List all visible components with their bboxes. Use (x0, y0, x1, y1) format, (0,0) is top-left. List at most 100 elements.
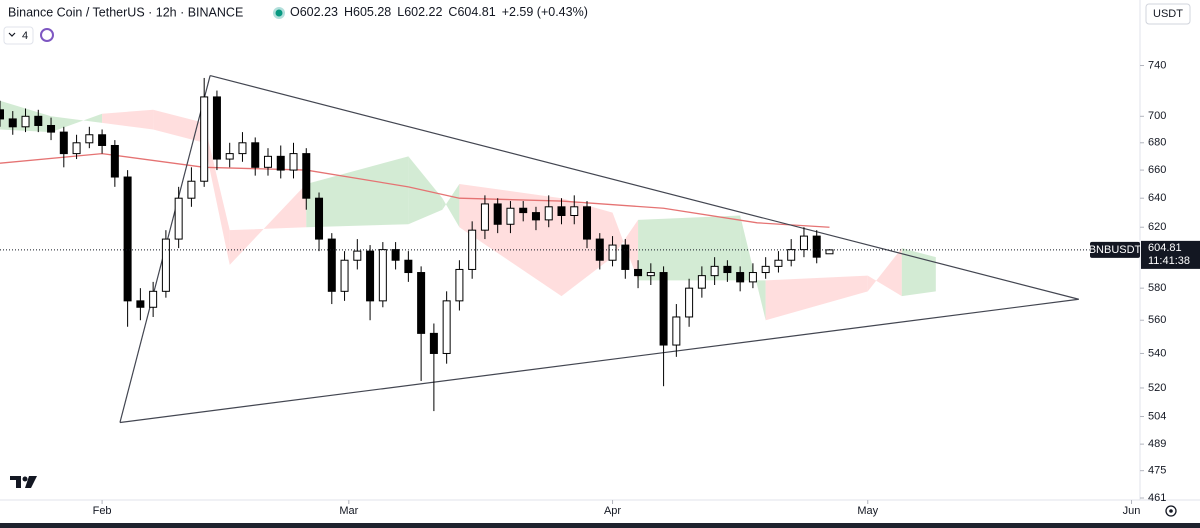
cloud-segment (306, 156, 409, 228)
candle-body (748, 272, 757, 283)
cloud-segment (102, 109, 154, 130)
candle-body (799, 235, 808, 251)
candle-body (429, 332, 438, 354)
y-tick-label: 504 (1148, 410, 1166, 422)
candle-body (187, 180, 196, 199)
logo-part (10, 476, 21, 488)
candle-body (238, 142, 247, 155)
candle-body (110, 144, 119, 178)
price-label: 604.81 (1148, 242, 1182, 254)
candle-body (263, 155, 272, 168)
candle-body (417, 272, 426, 334)
candle-body (621, 244, 630, 270)
candle-body (98, 134, 107, 146)
candle-body (761, 265, 770, 274)
candle-body (276, 155, 285, 171)
ohlc-value: 605.28 (353, 5, 391, 19)
x-tick-label: May (857, 505, 878, 517)
change-label: +2.59 (+0.43%) (502, 5, 588, 19)
chart-title: Binance Coin / TetherUS · 12h · BINANCE (8, 5, 243, 19)
y-tick-label: 540 (1148, 347, 1166, 359)
candle-body (200, 96, 209, 182)
candle-body (697, 275, 706, 289)
x-tick-label: Jun (1123, 505, 1141, 517)
candle-body (47, 124, 56, 133)
candle-body (72, 142, 81, 155)
candle-body (723, 265, 732, 274)
candle-body (531, 212, 540, 221)
candle-body (174, 197, 183, 240)
candle-body (21, 115, 30, 128)
candle-body (583, 206, 592, 240)
candle-body (787, 249, 796, 261)
symbol-label: BNBUSDT (1089, 244, 1142, 256)
cloud-segment (765, 275, 868, 321)
candle-body (302, 153, 311, 199)
candle-body (85, 134, 94, 144)
candle-body (519, 207, 528, 214)
candle-body (353, 250, 362, 261)
symbol-tag (1090, 241, 1140, 258)
ohlc-prefix: C (448, 5, 457, 19)
cloud-segment (867, 248, 902, 297)
y-tick-label: 489 (1148, 438, 1166, 450)
candle-body (123, 176, 132, 302)
candle-body (442, 300, 451, 354)
candle-body (480, 203, 489, 231)
y-tick-label: 461 (1148, 492, 1166, 504)
y-tick-label: 640 (1148, 192, 1166, 204)
candle-body (672, 316, 681, 346)
y-tick-label: 740 (1148, 59, 1166, 71)
indicator-count: 4 (22, 30, 28, 42)
candle-body (544, 206, 553, 221)
y-tick-label: 520 (1148, 382, 1166, 394)
indicator-toggle[interactable] (3, 26, 34, 45)
candle-body (391, 249, 400, 261)
y-tick-label: 560 (1148, 314, 1166, 326)
candle-body (136, 300, 145, 308)
moving-average-line (0, 152, 830, 228)
chevron-icon (8, 32, 16, 37)
candle-body (710, 265, 719, 277)
candle-body (289, 153, 298, 171)
currency-button[interactable] (1145, 3, 1191, 25)
x-tick-label: Feb (93, 505, 112, 517)
candle-body (608, 244, 617, 261)
candle-body (161, 238, 170, 292)
candle-body (825, 249, 834, 255)
candle-body (812, 235, 821, 258)
cloud-segment (229, 184, 307, 265)
x-tick-label: Apr (604, 505, 621, 517)
candle-body (557, 206, 566, 216)
status-dot (275, 9, 283, 17)
ohlc-value: 602.22 (404, 5, 442, 19)
candle-body (774, 259, 783, 267)
y-tick-label: 475 (1148, 465, 1166, 477)
candle-body (59, 131, 68, 155)
candle-body (659, 272, 668, 346)
candle-body (646, 272, 655, 277)
candle-body (366, 250, 375, 302)
y-tick-label: 680 (1148, 137, 1166, 149)
candle-body (634, 268, 643, 277)
candle-body (327, 238, 336, 292)
y-tick-label: 660 (1148, 164, 1166, 176)
y-tick-label: 700 (1148, 110, 1166, 122)
candle-body (685, 287, 694, 318)
candle-body (378, 249, 387, 302)
refresh-icon[interactable] (40, 28, 54, 42)
ohlc-legend: O602.23 H605.28 L602.22 C604.81 +2.59 (+0.43… (290, 5, 588, 19)
candle-body (8, 118, 17, 128)
cloud-segment (204, 122, 230, 265)
ohlc-prefix: H (344, 5, 353, 19)
candle-body (570, 206, 579, 216)
candle-body (340, 259, 349, 292)
settings-icon[interactable] (1165, 505, 1177, 517)
candle-body (736, 272, 745, 283)
candle-body (225, 153, 234, 160)
tradingview-logo (10, 476, 37, 488)
x-tick-label: Mar (339, 505, 358, 517)
y-tick-label: 620 (1148, 221, 1166, 233)
settings-icon-center (1169, 509, 1173, 513)
